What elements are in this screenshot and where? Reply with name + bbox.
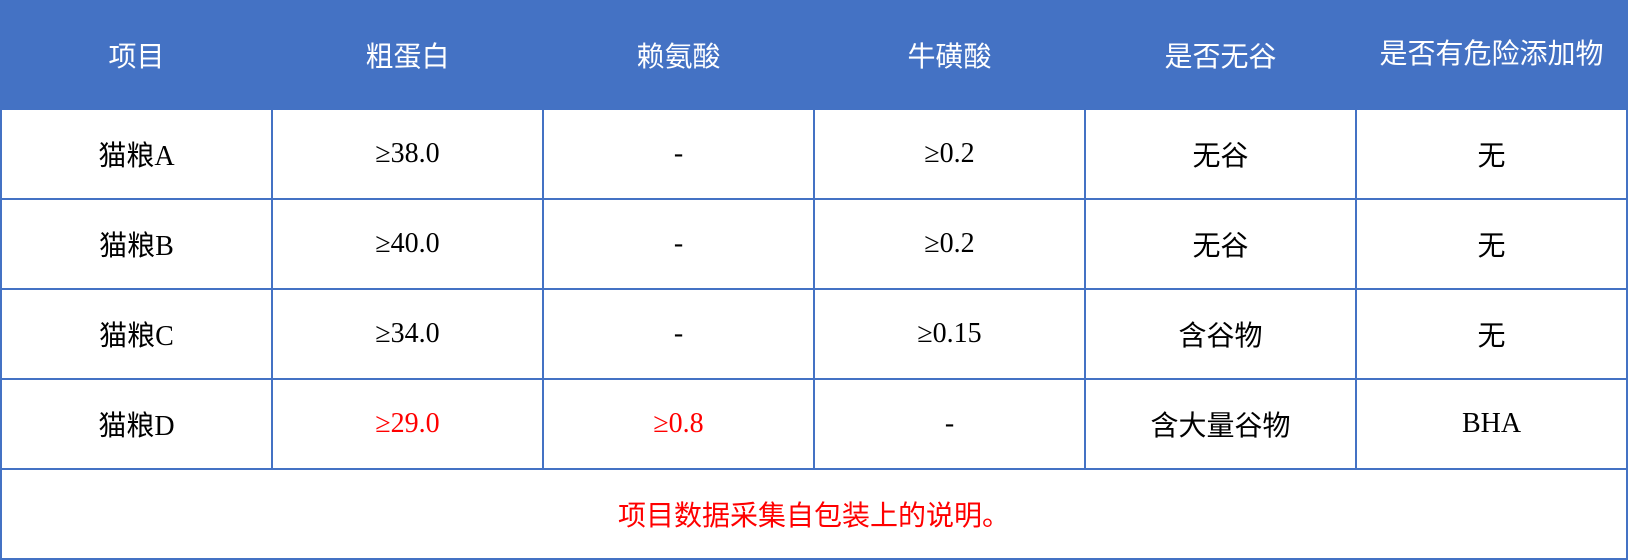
cell-lysine: ≥0.8 <box>543 379 814 469</box>
table-body: 猫粮A ≥38.0 - ≥0.2 无谷 无 猫粮B ≥40.0 - ≥0.2 无… <box>1 109 1627 559</box>
cell-item: 猫粮B <box>1 199 272 289</box>
cell-taurine: - <box>814 379 1085 469</box>
table-row: 猫粮B ≥40.0 - ≥0.2 无谷 无 <box>1 199 1627 289</box>
header-row: 项目 粗蛋白 赖氨酸 牛磺酸 是否无谷 是否有危险添加物 <box>1 1 1627 109</box>
cell-lysine: - <box>543 109 814 199</box>
cell-protein: ≥38.0 <box>272 109 543 199</box>
cell-additives: 无 <box>1356 199 1627 289</box>
footer-cell: 项目数据采集自包装上的说明。 <box>1 469 1627 559</box>
cell-grain-free: 含谷物 <box>1085 289 1356 379</box>
cell-protein: ≥34.0 <box>272 289 543 379</box>
table-row: 猫粮A ≥38.0 - ≥0.2 无谷 无 <box>1 109 1627 199</box>
header-cell-item: 项目 <box>1 1 272 109</box>
cell-taurine: ≥0.15 <box>814 289 1085 379</box>
cell-additives: 无 <box>1356 109 1627 199</box>
header-cell-taurine: 牛磺酸 <box>814 1 1085 109</box>
cell-taurine: ≥0.2 <box>814 199 1085 289</box>
cell-item: 猫粮A <box>1 109 272 199</box>
table-row: 猫粮D ≥29.0 ≥0.8 - 含大量谷物 BHA <box>1 379 1627 469</box>
cell-lysine: - <box>543 289 814 379</box>
cell-protein: ≥29.0 <box>272 379 543 469</box>
cell-item: 猫粮C <box>1 289 272 379</box>
header-cell-protein: 粗蛋白 <box>272 1 543 109</box>
data-table: 项目 粗蛋白 赖氨酸 牛磺酸 是否无谷 是否有危险添加物 猫粮A ≥38.0 -… <box>0 0 1628 560</box>
header-cell-lysine: 赖氨酸 <box>543 1 814 109</box>
cell-protein: ≥40.0 <box>272 199 543 289</box>
cell-grain-free: 无谷 <box>1085 109 1356 199</box>
footer-row: 项目数据采集自包装上的说明。 <box>1 469 1627 559</box>
table-header: 项目 粗蛋白 赖氨酸 牛磺酸 是否无谷 是否有危险添加物 <box>1 1 1627 109</box>
header-cell-additives: 是否有危险添加物 <box>1356 1 1627 109</box>
cat-food-comparison-table: 项目 粗蛋白 赖氨酸 牛磺酸 是否无谷 是否有危险添加物 猫粮A ≥38.0 -… <box>0 0 1628 560</box>
cell-additives: 无 <box>1356 289 1627 379</box>
table-row: 猫粮C ≥34.0 - ≥0.15 含谷物 无 <box>1 289 1627 379</box>
header-cell-grain-free: 是否无谷 <box>1085 1 1356 109</box>
cell-grain-free: 无谷 <box>1085 199 1356 289</box>
cell-item: 猫粮D <box>1 379 272 469</box>
cell-grain-free: 含大量谷物 <box>1085 379 1356 469</box>
cell-taurine: ≥0.2 <box>814 109 1085 199</box>
cell-additives: BHA <box>1356 379 1627 469</box>
cell-lysine: - <box>543 199 814 289</box>
